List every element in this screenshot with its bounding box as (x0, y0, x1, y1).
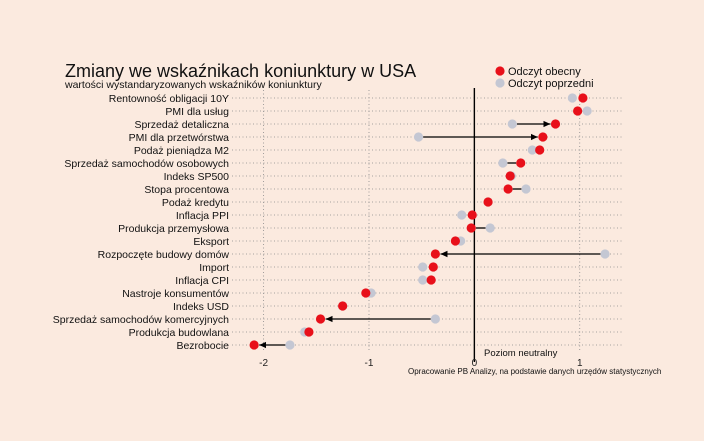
category-label: Stopa procentowa (144, 184, 229, 196)
legend: Odczyt obecny Odczyt poprzedni (495, 66, 594, 90)
category-label: PMI dla przetwórstwa (129, 132, 230, 144)
category-label: Sprzedaż detaliczna (134, 119, 229, 131)
category-label: Inflacja PPI (176, 210, 229, 222)
current-reading-point (249, 340, 259, 350)
chart-subtitle: wartości wystandaryzowanych wskaźników k… (64, 79, 323, 91)
category-label: Produkcja budowlana (129, 327, 230, 339)
current-reading-point (315, 314, 326, 324)
previous-reading-point (521, 184, 531, 194)
legend-marker-current (495, 66, 505, 76)
legend-label-previous: Odczyt poprzedni (508, 78, 594, 90)
chart-title: Zmiany we wskaźnikach koniunktury w USA (65, 61, 416, 81)
current-reading-point (503, 184, 513, 194)
category-label: Eksport (193, 236, 229, 248)
x-tick-labels-layer: -2 -1 0 1 (259, 358, 583, 369)
category-label: PMI dla usług (165, 106, 229, 118)
current-reading-point (304, 327, 314, 337)
previous-reading-point (418, 275, 428, 285)
source-note: Opracowanie PB Analizy, na podstawie dan… (408, 367, 661, 376)
category-label: Produkcja przemysłowa (118, 223, 229, 235)
previous-reading-point (600, 249, 610, 259)
current-points-layer (249, 93, 588, 350)
current-reading-point (466, 223, 476, 233)
category-label: Sprzedaż samochodów osobowych (64, 158, 229, 170)
previous-reading-point (485, 223, 495, 233)
current-reading-point (578, 93, 588, 103)
previous-reading-point (418, 262, 428, 272)
category-label: Rentowność obligacji 10Y (109, 93, 229, 105)
zero-line-label: Poziom neutralny (484, 348, 558, 359)
current-reading-point (538, 132, 548, 142)
x-tick-label: -1 (365, 358, 374, 369)
category-label: Import (199, 262, 229, 274)
previous-reading-point (413, 132, 424, 142)
current-reading-point (426, 275, 436, 285)
category-label: Inflacja CPI (175, 275, 229, 287)
previous-reading-point (457, 210, 467, 220)
category-label: Nastroje konsumentów (122, 288, 229, 300)
current-reading-point (467, 210, 477, 220)
current-reading-point (550, 119, 561, 129)
current-reading-point (450, 236, 460, 246)
x-tick-label: 1 (577, 358, 583, 369)
legend-marker-previous (495, 78, 505, 88)
current-reading-point (428, 262, 438, 272)
previous-reading-point (430, 314, 440, 324)
category-label: Podaż pieniądza M2 (134, 145, 229, 157)
current-reading-point (516, 158, 526, 168)
previous-reading-point (567, 93, 577, 103)
legend-label-current: Odczyt obecny (508, 66, 581, 78)
previous-points-layer (285, 93, 610, 350)
previous-reading-point (285, 340, 295, 350)
current-reading-point (338, 301, 348, 311)
arrow-layer (259, 120, 601, 349)
current-reading-point (430, 249, 440, 259)
x-tick-label: -2 (259, 358, 268, 369)
previous-reading-point (582, 106, 592, 116)
x-tick-label: 0 (472, 358, 478, 369)
previous-reading-point (498, 158, 508, 168)
grid-layer (232, 90, 624, 351)
category-label: Podaż kredytu (162, 197, 229, 209)
current-reading-point (505, 171, 515, 181)
current-reading-point (483, 197, 493, 207)
current-reading-point (535, 145, 545, 155)
category-label: Bezrobocie (176, 340, 229, 352)
previous-reading-point (507, 119, 517, 129)
current-reading-point (573, 106, 583, 116)
category-label: Indeks SP500 (164, 171, 230, 183)
current-reading-point (361, 288, 371, 298)
previous-reading-point (527, 145, 537, 155)
category-label: Sprzedaż samochodów komercyjnych (53, 314, 229, 326)
category-label: Rozpoczęte budowy domów (98, 249, 230, 261)
category-label: Indeks USD (173, 301, 229, 313)
